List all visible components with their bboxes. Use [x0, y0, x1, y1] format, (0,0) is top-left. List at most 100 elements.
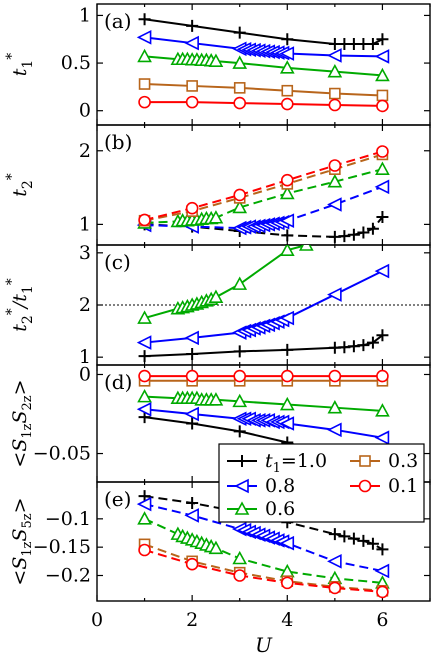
series-line [144, 549, 383, 593]
data-point [137, 388, 152, 403]
data-point [185, 369, 199, 383]
data-point [374, 563, 390, 579]
legend-item: 0.8 [227, 475, 295, 497]
data-point [376, 211, 389, 224]
data-point [375, 161, 390, 175]
data-point [185, 95, 199, 109]
y-axis-label: <S1zS5z> [9, 497, 35, 585]
data-point [327, 197, 342, 212]
data-point [233, 96, 247, 110]
data-point [279, 535, 295, 551]
x-tick-label: 6 [376, 609, 388, 631]
legend-label: 0.8 [265, 475, 295, 497]
data-point [232, 276, 248, 290]
panel-3: 0 −0.05 (d) <S1zS2z> [9, 363, 431, 483]
y-label-part: > [9, 497, 31, 513]
data-point [233, 369, 247, 383]
y-axis-label: t2* [4, 173, 36, 197]
data-point [279, 416, 295, 431]
data-point [232, 393, 248, 408]
y-label-part: * [4, 53, 20, 60]
data-point [233, 425, 246, 438]
data-point [138, 411, 151, 424]
series-line [144, 216, 384, 238]
data-point [279, 396, 295, 411]
data-point [208, 540, 224, 555]
panel-tag: (b) [104, 130, 132, 154]
data-point [280, 97, 294, 111]
panel-4: −0.1 −0.15 −0.2 (e) <S1zS5z> [9, 481, 431, 602]
data-point [138, 543, 151, 557]
data-point [329, 87, 341, 100]
data-point [138, 369, 151, 383]
series-line [144, 150, 383, 221]
data-point [232, 550, 248, 565]
y-label-part: 2 [20, 315, 36, 324]
data-point [281, 33, 294, 46]
data-point [137, 48, 152, 63]
y-tick-label: 2 [79, 294, 91, 316]
y-tick-label: 1 [79, 4, 91, 26]
legend-value: =1.0 [281, 450, 327, 472]
y-tick-label: −0.2 [45, 565, 91, 587]
data-point [328, 369, 342, 383]
y-label-part: 1 [20, 285, 36, 294]
data-point [208, 53, 224, 67]
data-point [338, 530, 351, 543]
y-label-part: 5z [20, 513, 35, 528]
data-point [357, 534, 370, 547]
series-line [144, 83, 383, 97]
data-point [328, 98, 342, 112]
data-point [327, 400, 343, 414]
data-point [338, 341, 351, 354]
data-point [138, 350, 151, 363]
panel-1: 12 (b)t2* [4, 124, 431, 246]
data-point [184, 508, 199, 523]
series-line [144, 495, 383, 551]
data-point [186, 19, 199, 32]
data-point [208, 289, 224, 303]
legend-var: t [265, 450, 273, 472]
data-point [374, 179, 390, 195]
data-point [376, 33, 389, 46]
legend-label: 0.1 [388, 475, 418, 497]
series-line [144, 101, 383, 107]
legend-marker [236, 455, 248, 467]
legend-label: t1=1.0 [265, 450, 327, 476]
legend-item: t1=1.0 [227, 450, 327, 476]
data-point [138, 13, 151, 26]
data-point [281, 343, 294, 356]
data-point [328, 581, 342, 595]
data-point [136, 496, 152, 512]
data-point [327, 422, 342, 438]
legend-item: 0.1 [350, 475, 418, 497]
data-point [186, 496, 199, 509]
data-point [328, 159, 342, 172]
data-point [186, 348, 199, 361]
data-point [374, 263, 390, 279]
y-label-part: * [4, 173, 20, 180]
legend-var-sub: 1 [273, 461, 281, 476]
data-point [281, 84, 294, 97]
legend-marker [358, 479, 372, 493]
data-point [327, 287, 342, 302]
series-group [136, 145, 390, 243]
data-point [327, 554, 342, 569]
data-point [184, 406, 199, 422]
data-point [357, 226, 370, 239]
y-label-part: 1z [20, 423, 35, 438]
y-label-part: * [4, 278, 20, 285]
data-point [233, 188, 247, 202]
data-point [376, 543, 389, 556]
data-point [233, 345, 246, 358]
data-point [327, 63, 343, 78]
data-point [185, 557, 199, 571]
data-point [376, 99, 389, 113]
y-label-part: t [9, 189, 31, 197]
data-point [376, 89, 389, 102]
y-tick-label: −0.1 [45, 508, 91, 530]
data-point [279, 310, 295, 326]
legend-marker [359, 455, 371, 467]
data-point [137, 511, 152, 525]
series-group [136, 490, 390, 599]
